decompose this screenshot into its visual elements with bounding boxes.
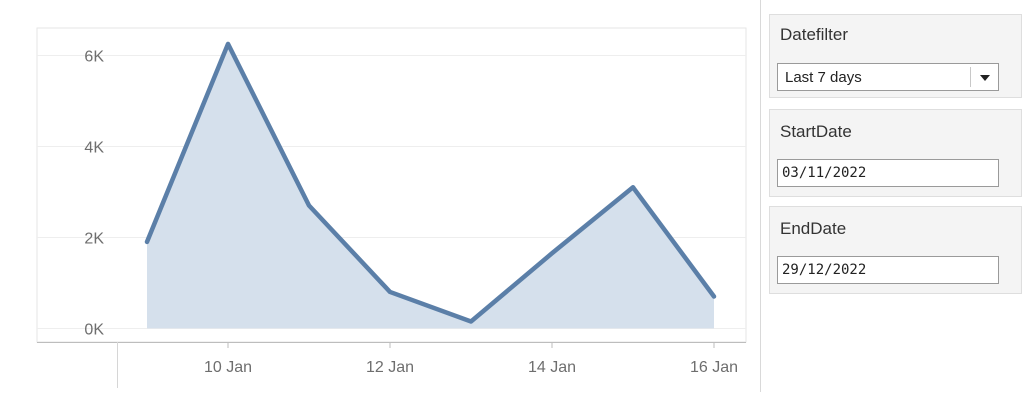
x-tick-label: 10 Jan — [204, 359, 252, 376]
area-fill — [147, 43, 714, 329]
datefilter-dropdown[interactable]: Last 7 days — [777, 63, 999, 91]
filter-panel: Datefilter Last 7 days StartDate EndDate — [760, 0, 1022, 408]
chevron-down-icon[interactable] — [980, 75, 990, 81]
x-tick-label: 16 Jan — [690, 359, 738, 376]
y-tick-label: 6K — [84, 49, 104, 66]
x-tick-label: 12 Jan — [366, 359, 414, 376]
data-point[interactable] — [710, 292, 718, 300]
enddate-title: EndDate — [780, 219, 847, 238]
y-tick-label: 2K — [84, 231, 104, 248]
series-line — [144, 41, 717, 324]
datefilter-card: Datefilter Last 7 days — [769, 14, 1022, 98]
data-point[interactable] — [305, 201, 313, 209]
enddate-box — [777, 256, 999, 284]
enddate-card: EndDate — [769, 206, 1022, 294]
startdate-input[interactable] — [778, 160, 998, 186]
area-chart: 0K 2K 4K 6K 10 Jan 12 Jan 14 Jan 16 Jan — [36, 27, 747, 388]
x-tick-label: 14 Jan — [528, 359, 576, 376]
data-point[interactable] — [467, 318, 475, 326]
startdate-card: StartDate — [769, 109, 1022, 197]
panel-divider — [760, 0, 761, 392]
y-tick-label: 4K — [84, 140, 104, 157]
dropdown-divider — [970, 67, 971, 87]
data-point[interactable] — [224, 40, 232, 48]
data-point[interactable] — [629, 183, 637, 191]
data-point[interactable] — [548, 249, 556, 257]
data-point[interactable] — [143, 238, 151, 246]
startdate-title: StartDate — [780, 122, 852, 141]
datefilter-title: Datefilter — [780, 25, 849, 44]
y-tick-label: 0K — [84, 322, 104, 339]
enddate-input[interactable] — [778, 257, 998, 283]
startdate-box — [777, 159, 999, 187]
chart-canvas: 0K 2K 4K 6K 10 Jan 12 Jan 14 Jan 16 Jan — [36, 27, 747, 388]
data-point[interactable] — [386, 288, 394, 296]
datefilter-selected-value: Last 7 days — [785, 69, 862, 86]
